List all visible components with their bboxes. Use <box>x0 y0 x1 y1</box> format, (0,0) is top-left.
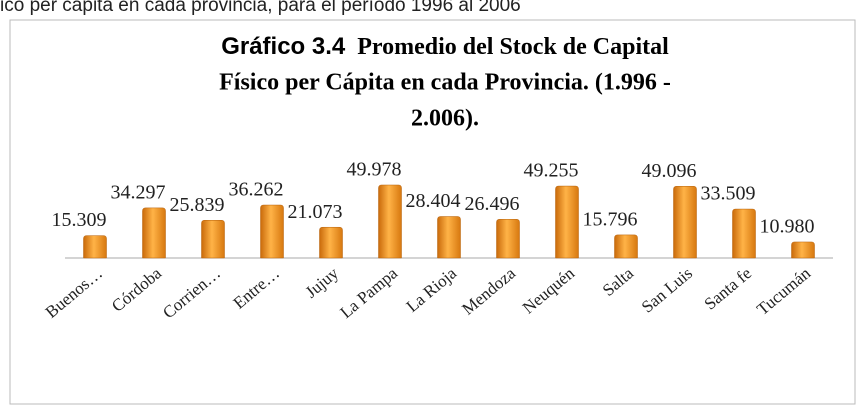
data-label: 15.796 <box>583 209 638 231</box>
bar <box>378 184 402 259</box>
bar <box>496 219 520 259</box>
bar <box>142 207 166 259</box>
data-label: 49.255 <box>524 160 579 182</box>
data-label: 36.262 <box>229 179 284 201</box>
data-label: 10.980 <box>760 216 815 238</box>
bar <box>673 186 697 259</box>
header-text: ico per cápita en cada provincia, para e… <box>0 0 521 16</box>
data-label: 28.404 <box>406 190 461 212</box>
title-prefix: Gráfico 3.4 <box>221 33 346 60</box>
data-label: 33.509 <box>701 183 756 205</box>
bar <box>437 216 461 259</box>
title-line: 2.006). <box>411 106 479 132</box>
bar <box>791 241 815 259</box>
bar <box>201 220 225 259</box>
bar <box>614 234 638 259</box>
data-label: 15.309 <box>52 209 107 231</box>
title-line: Físico per Cápita en cada Provincia. (1.… <box>219 70 671 96</box>
data-label: 49.096 <box>642 160 697 182</box>
bar <box>319 226 343 259</box>
chart-title: Gráfico 3.4 Promedio del Stock de Capita… <box>221 33 669 60</box>
bar <box>260 204 284 259</box>
bar <box>83 235 107 259</box>
data-label: 21.073 <box>288 201 343 223</box>
data-label: 34.297 <box>111 181 166 203</box>
bar <box>732 208 756 259</box>
data-label: 26.496 <box>465 193 520 215</box>
title-line: Promedio del Stock de Capital <box>357 34 669 60</box>
bar <box>555 185 579 259</box>
data-label: 49.978 <box>347 159 402 181</box>
data-label: 25.839 <box>170 194 225 216</box>
